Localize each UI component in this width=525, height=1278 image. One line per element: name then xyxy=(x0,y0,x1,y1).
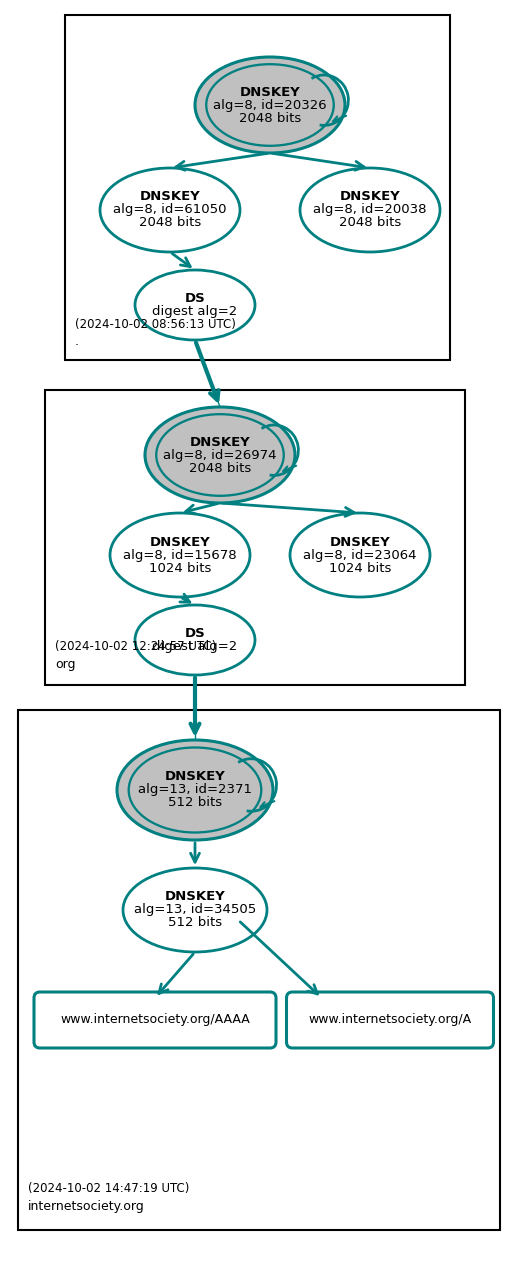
Ellipse shape xyxy=(290,512,430,597)
Text: 2048 bits: 2048 bits xyxy=(139,216,201,230)
Text: alg=13, id=2371: alg=13, id=2371 xyxy=(138,783,252,796)
Text: alg=8, id=23064: alg=8, id=23064 xyxy=(303,548,417,561)
Text: DNSKEY: DNSKEY xyxy=(165,891,225,904)
FancyBboxPatch shape xyxy=(287,992,494,1048)
Text: .: . xyxy=(75,335,79,348)
Text: DNSKEY: DNSKEY xyxy=(340,190,401,203)
Text: digest alg=2: digest alg=2 xyxy=(152,305,238,318)
Text: www.internetsociety.org/AAAA: www.internetsociety.org/AAAA xyxy=(60,1013,250,1026)
Text: internetsociety.org: internetsociety.org xyxy=(28,1200,145,1213)
Ellipse shape xyxy=(135,270,255,340)
Ellipse shape xyxy=(123,868,267,952)
Text: DNSKEY: DNSKEY xyxy=(190,436,250,449)
Text: www.internetsociety.org/A: www.internetsociety.org/A xyxy=(309,1013,471,1026)
FancyBboxPatch shape xyxy=(34,992,276,1048)
Text: DNSKEY: DNSKEY xyxy=(140,190,201,203)
Text: alg=8, id=20326: alg=8, id=20326 xyxy=(213,98,327,111)
Text: DNSKEY: DNSKEY xyxy=(150,535,211,548)
Ellipse shape xyxy=(110,512,250,597)
Text: alg=13, id=34505: alg=13, id=34505 xyxy=(134,904,256,916)
Text: 1024 bits: 1024 bits xyxy=(329,561,391,575)
Ellipse shape xyxy=(100,167,240,252)
Text: 512 bits: 512 bits xyxy=(168,796,222,809)
Ellipse shape xyxy=(145,406,295,504)
Text: digest alg=2: digest alg=2 xyxy=(152,640,238,653)
Ellipse shape xyxy=(195,58,345,153)
Bar xyxy=(18,711,500,1229)
Text: 2048 bits: 2048 bits xyxy=(339,216,401,230)
Text: 1024 bits: 1024 bits xyxy=(149,561,211,575)
Text: 2048 bits: 2048 bits xyxy=(239,111,301,124)
Text: (2024-10-02 14:47:19 UTC): (2024-10-02 14:47:19 UTC) xyxy=(28,1182,190,1195)
Text: 2048 bits: 2048 bits xyxy=(189,461,251,474)
Ellipse shape xyxy=(135,604,255,675)
Text: org: org xyxy=(55,658,76,671)
Text: 512 bits: 512 bits xyxy=(168,916,222,929)
Bar xyxy=(45,390,465,685)
Text: DNSKEY: DNSKEY xyxy=(330,535,391,548)
Text: alg=8, id=20038: alg=8, id=20038 xyxy=(313,203,427,216)
Text: DNSKEY: DNSKEY xyxy=(165,771,225,783)
Ellipse shape xyxy=(300,167,440,252)
Text: alg=8, id=61050: alg=8, id=61050 xyxy=(113,203,227,216)
Text: (2024-10-02 12:24:57 UTC): (2024-10-02 12:24:57 UTC) xyxy=(55,640,216,653)
Text: DS: DS xyxy=(185,627,205,640)
Bar xyxy=(65,15,450,360)
Text: DS: DS xyxy=(185,291,205,305)
Ellipse shape xyxy=(117,740,273,840)
Text: alg=8, id=15678: alg=8, id=15678 xyxy=(123,548,237,561)
Text: alg=8, id=26974: alg=8, id=26974 xyxy=(163,449,277,461)
Text: DNSKEY: DNSKEY xyxy=(239,86,300,98)
Text: (2024-10-02 08:56:13 UTC): (2024-10-02 08:56:13 UTC) xyxy=(75,318,236,331)
